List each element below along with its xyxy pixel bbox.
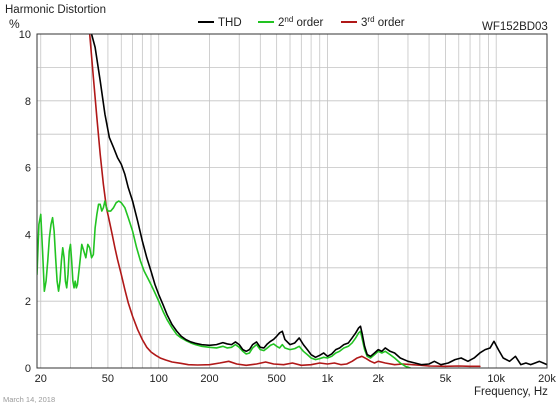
- legend-label-base: 2: [278, 17, 284, 29]
- chart-title: Harmonic Distortion: [5, 4, 106, 16]
- legend-label-superscript: rd: [367, 15, 374, 24]
- legend-label-superscript: nd: [284, 15, 293, 24]
- x-tick-label: 10k: [487, 373, 505, 385]
- legend-label: 3rd order: [361, 15, 405, 29]
- plot-frame: [36, 33, 548, 369]
- y-axis-label: %: [9, 17, 20, 31]
- legend-label-rest: order: [293, 17, 323, 29]
- date-stamp: March 14, 2018: [3, 395, 55, 404]
- tick-layer: 20 50 100 200 500 1k 2k 5k 10k 20k 0 2 4 6 8 10: [19, 29, 557, 385]
- series-line-2nd-order: [37, 200, 412, 368]
- x-tick-label: 100: [150, 373, 168, 385]
- x-tick-label: 1k: [322, 373, 334, 385]
- x-tick-label: 200: [200, 373, 218, 385]
- legend-label-base: 3: [361, 17, 367, 29]
- legend-label-base: THD: [218, 17, 242, 29]
- series-layer: [37, 34, 547, 368]
- x-tick-label: 2k: [372, 373, 384, 385]
- y-tick-label: 2: [25, 296, 31, 308]
- y-tick-label: 10: [19, 29, 31, 41]
- x-tick-label: 5k: [440, 373, 452, 385]
- legend-label: THD: [218, 17, 242, 29]
- x-axis-label: Frequency, Hz: [474, 386, 548, 398]
- y-tick-label: 0: [25, 363, 31, 375]
- legend-label-rest: order: [375, 17, 405, 29]
- x-tick-label: 20: [35, 373, 47, 385]
- legend: THD 2nd order 3rd order: [198, 15, 405, 29]
- x-tick-label: 20k: [538, 373, 556, 385]
- y-tick-label: 6: [25, 163, 31, 175]
- y-tick-label: 4: [25, 229, 31, 241]
- model-label: WF152BD03: [482, 21, 548, 33]
- series-line-thd: [90, 34, 547, 366]
- x-tick-label: 50: [102, 373, 114, 385]
- legend-label: 2nd order: [278, 15, 324, 29]
- series-line-3rd-order: [88, 34, 481, 368]
- x-tick-label: 500: [267, 373, 285, 385]
- y-tick-label: 8: [25, 96, 31, 108]
